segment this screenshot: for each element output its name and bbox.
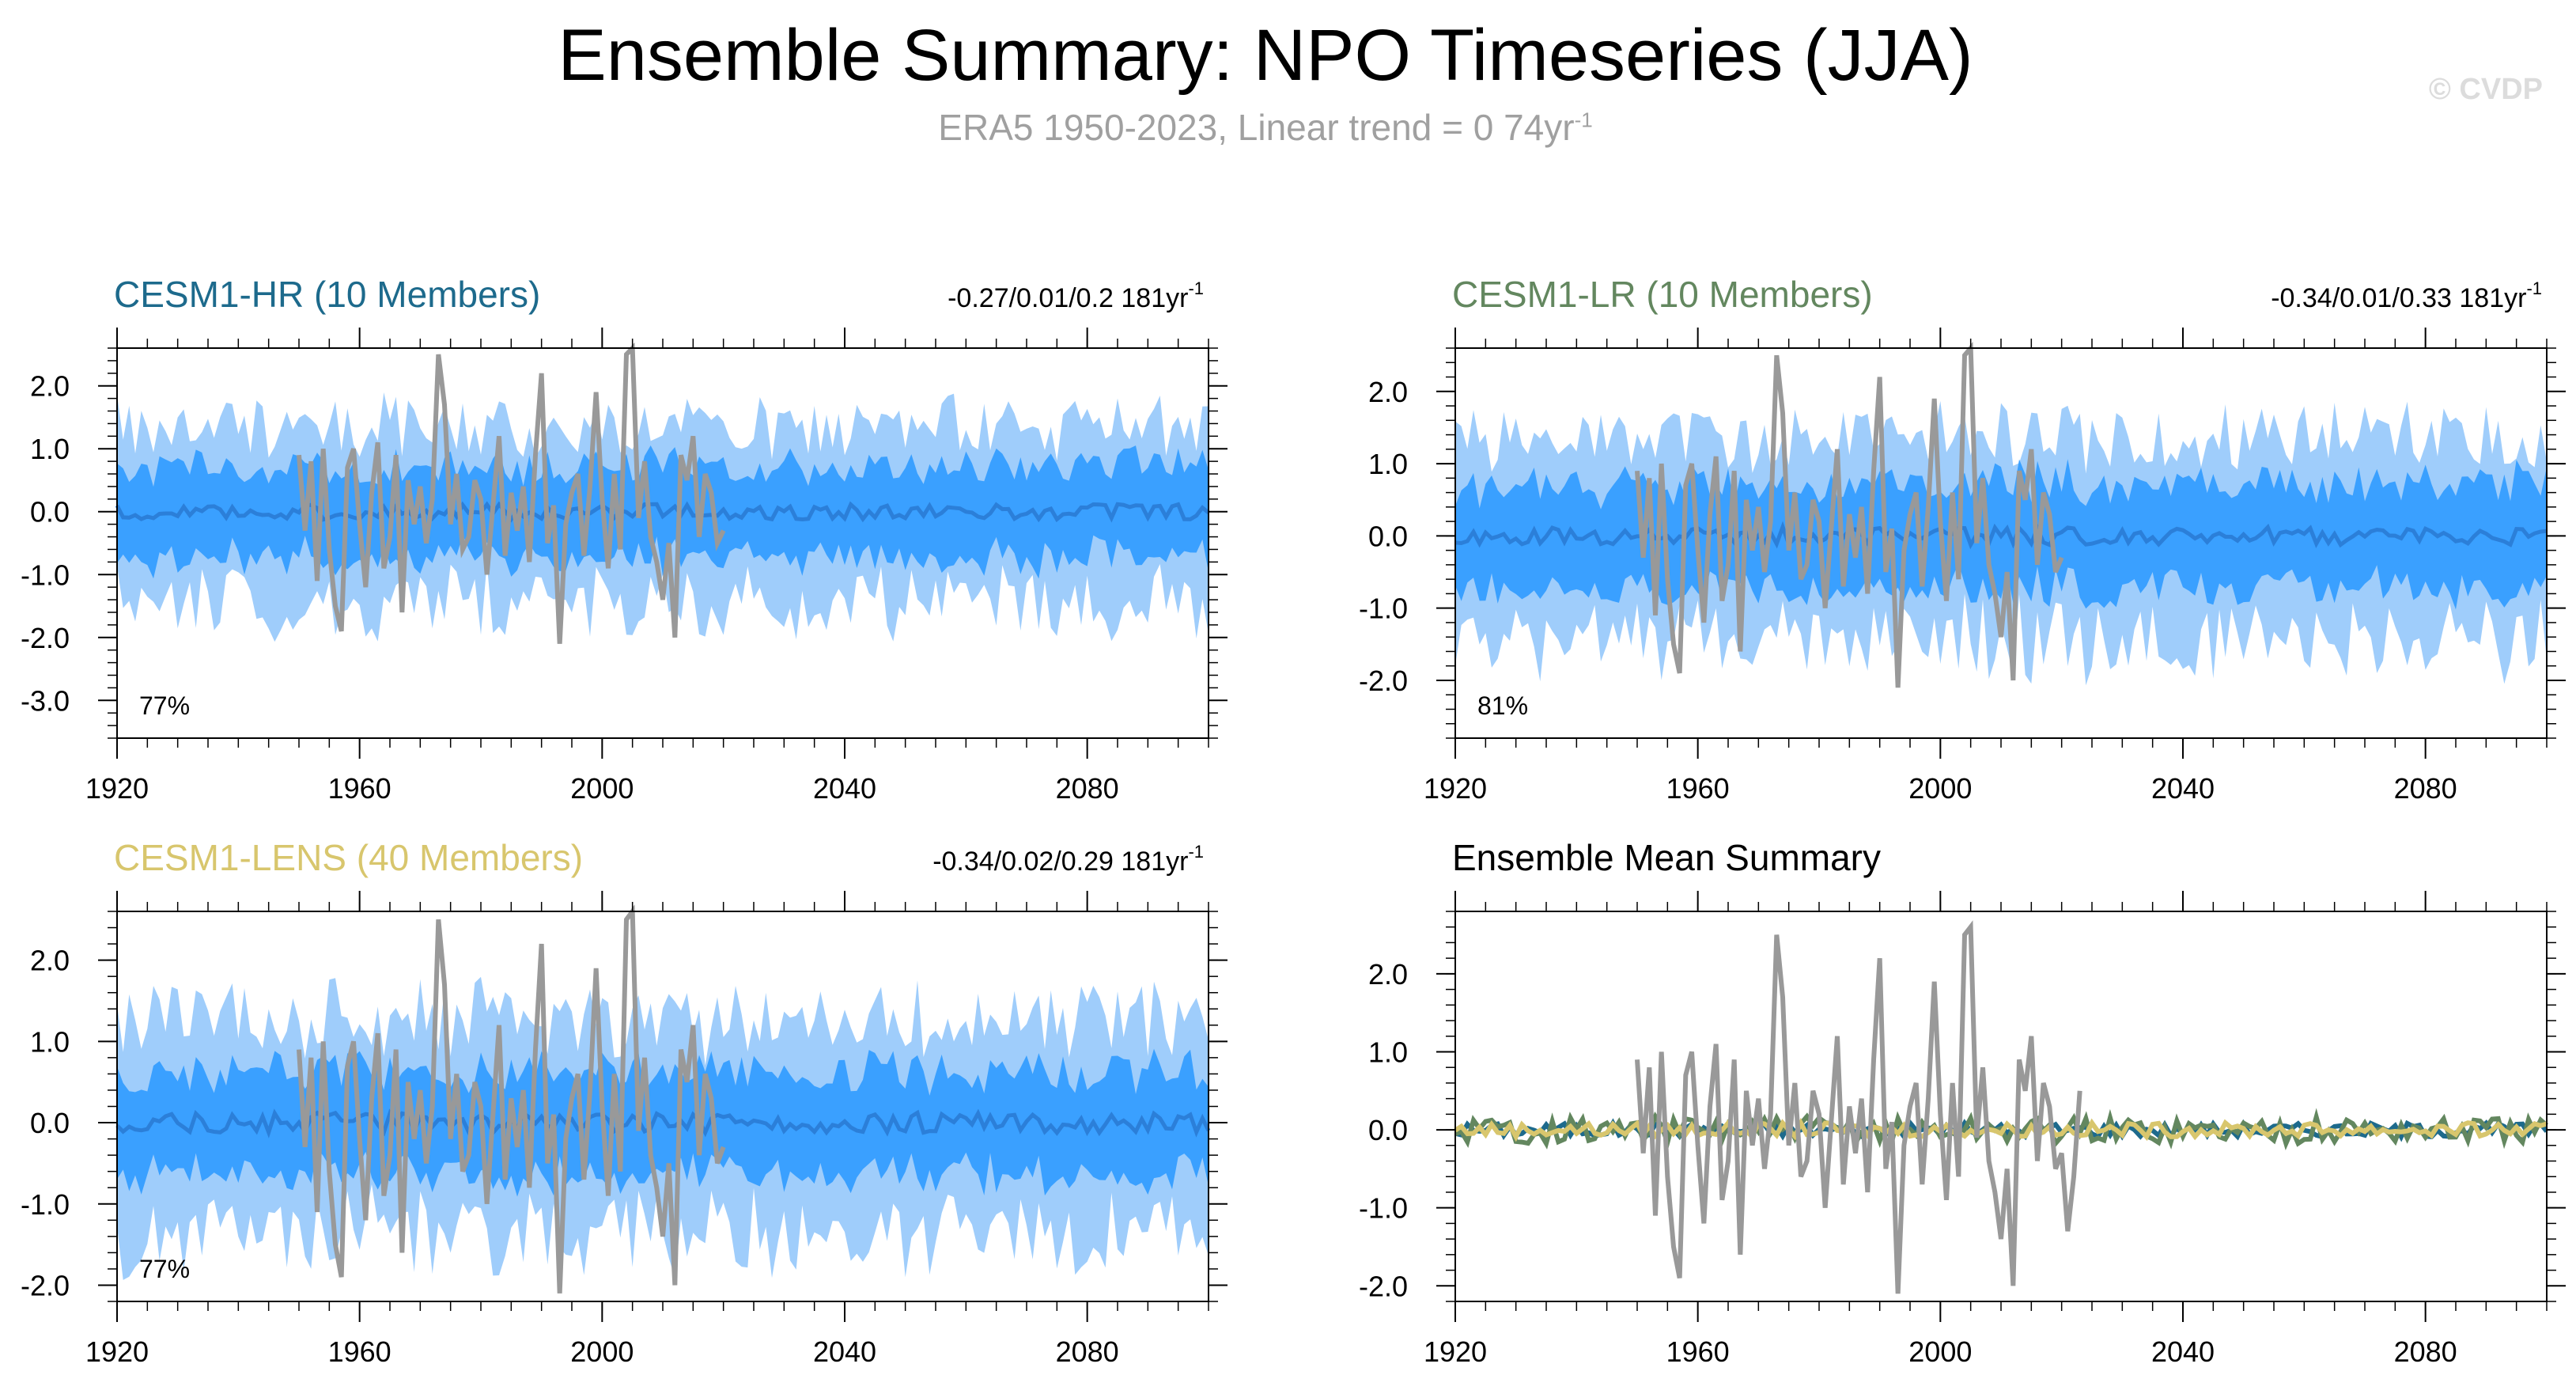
x-tick-label: 2040	[2151, 772, 2215, 805]
y-tick-label: 2.0	[30, 945, 70, 977]
panel-lens: CESM1-LENS (40 Members) -0.34/0.02/0.29 1…	[21, 837, 1227, 1368]
y-tick-label: 0.0	[30, 1107, 70, 1139]
panel-title-lr: CESM1-LR (10 Members)	[1452, 274, 1873, 315]
page-subtitle: ERA5 1950-2023, Linear trend = 0 74yr-1	[0, 106, 2531, 149]
y-tick-label: 2.0	[30, 370, 70, 403]
x-tick-label: 2000	[570, 772, 634, 805]
y-tick-label: -2.0	[1359, 665, 1408, 697]
subtitle-text: ERA5 1950-2023, Linear trend = 0 74yr	[938, 107, 1575, 148]
y-tick-label: 1.0	[1368, 448, 1408, 480]
x-tick-label: 1920	[85, 1335, 149, 1368]
y-tick-label: -1.0	[21, 559, 70, 591]
x-tick-label: 1920	[85, 772, 149, 805]
watermark: © CVDP	[2428, 73, 2543, 106]
panel-stat-lens: -0.34/0.02/0.29 181yr-1	[932, 842, 1204, 877]
y-tick-label: -1.0	[21, 1188, 70, 1221]
panel-title-lens: CESM1-LENS (40 Members)	[114, 837, 583, 878]
x-tick-label: 2040	[813, 772, 876, 805]
panel-hr: CESM1-HR (10 Members) -0.27/0.01/0.2 181y…	[21, 274, 1227, 805]
x-tick-label: 2080	[1056, 1335, 1119, 1368]
ensemble-mean-line-hr	[115, 501, 1210, 523]
observations-line-hr	[297, 342, 726, 644]
x-tick-label: 2040	[813, 1335, 876, 1368]
x-tick-label: 2080	[2394, 1335, 2457, 1368]
y-tick-label: -2.0	[21, 1269, 70, 1301]
panel-title-hr: CESM1-HR (10 Members)	[114, 274, 540, 315]
panel-stat-hr: -0.27/0.01/0.2 181yr-1	[948, 278, 1204, 313]
observations-line-lr	[1635, 342, 2064, 688]
x-tick-label: 2080	[2394, 772, 2457, 805]
y-tick-label: -2.0	[21, 622, 70, 654]
y-tick-label: -1.0	[1359, 1192, 1408, 1225]
y-tick-label: 0.0	[30, 496, 70, 528]
percent-label-lr: 81%	[1477, 691, 1528, 720]
subtitle-superscript: -1	[1574, 108, 1593, 132]
y-tick-label: 0.0	[1368, 520, 1408, 552]
page-title: Ensemble Summary: NPO Timeseries (JJA)	[558, 15, 1973, 96]
ensemble-mean-line-lens	[115, 1108, 1211, 1138]
observations-line-mean	[1635, 920, 2082, 1294]
x-tick-label: 2080	[1056, 772, 1119, 805]
panel-stat-sup-hr: -1	[1188, 278, 1204, 298]
panel-stat-sup-lens: -1	[1188, 842, 1204, 862]
y-tick-label: -3.0	[21, 684, 70, 717]
percent-label-hr: 77%	[139, 691, 190, 720]
y-tick-label: 0.0	[1368, 1114, 1408, 1146]
y-tick-label: -2.0	[1359, 1270, 1408, 1302]
y-tick-label: 1.0	[30, 1025, 70, 1058]
x-tick-label: 2000	[1908, 772, 1972, 805]
x-tick-label: 1960	[1666, 772, 1730, 805]
y-tick-label: 1.0	[30, 433, 70, 465]
panel-mean: Ensemble Mean Summary 2.0 1.0 0.0 -1.0 -2.0 19…	[1359, 837, 2566, 1368]
panel-stat-sup-lr: -1	[2526, 278, 2542, 298]
panel-stat-lr: -0.34/0.01/0.33 181yr-1	[2271, 278, 2542, 313]
ensemble-mean-line-lr	[1454, 521, 2548, 550]
panel-title-mean: Ensemble Mean Summary	[1452, 837, 1881, 878]
x-tick-label: 2000	[570, 1335, 634, 1368]
x-tick-label: 1920	[1424, 772, 1487, 805]
x-tick-label: 1960	[328, 772, 392, 805]
observations-line-lens	[297, 904, 726, 1294]
percent-label-lens: 77%	[139, 1255, 190, 1283]
y-tick-label: -1.0	[1359, 593, 1408, 625]
x-tick-label: 2000	[1908, 1335, 1972, 1368]
x-tick-label: 1960	[1666, 1335, 1730, 1368]
x-tick-label: 1920	[1424, 1335, 1487, 1368]
y-tick-label: 1.0	[1368, 1036, 1408, 1068]
x-tick-label: 2040	[2151, 1335, 2215, 1368]
plot-frame-mean	[1454, 911, 2548, 1302]
x-tick-label: 1960	[328, 1335, 392, 1368]
ensemble-mean-lens-line	[1454, 1117, 2548, 1142]
y-tick-label: 2.0	[1368, 376, 1408, 408]
y-tick-label: 2.0	[1368, 958, 1408, 991]
panel-lr: CESM1-LR (10 Members) -0.34/0.01/0.33 181…	[1359, 274, 2566, 805]
